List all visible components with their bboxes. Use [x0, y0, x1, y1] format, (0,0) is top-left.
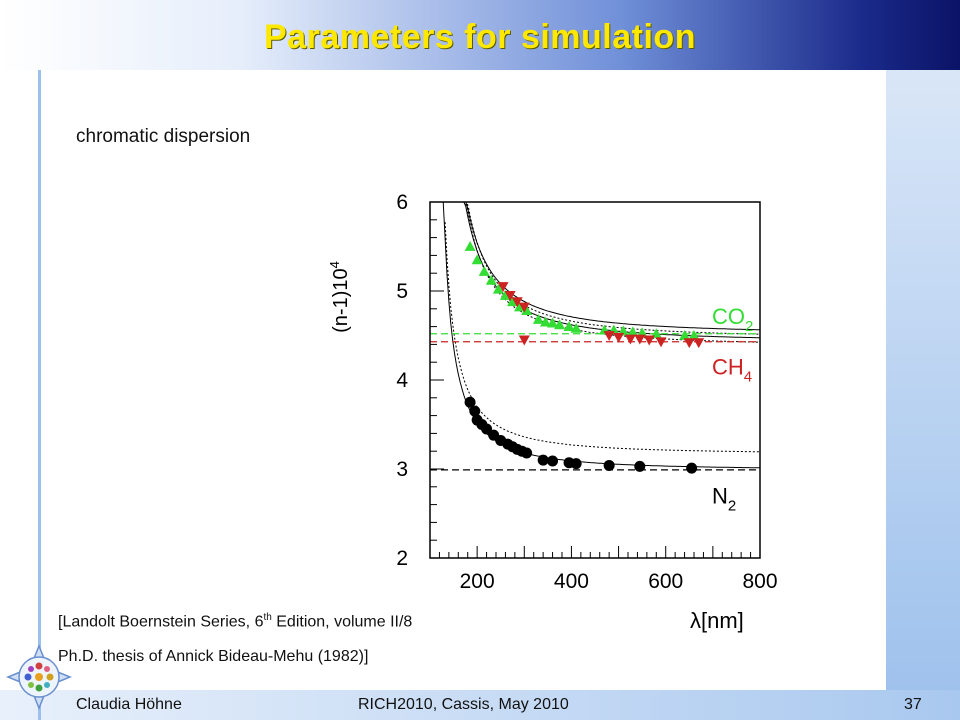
- series-label-sub: 2: [728, 498, 736, 515]
- point-co2: [570, 322, 582, 333]
- footer-event: RICH2010, Cassis, May 2010: [358, 696, 569, 713]
- y-tick-label: 6: [396, 191, 408, 214]
- point-n2: [547, 455, 559, 467]
- point-co2: [547, 317, 559, 328]
- point-co2: [554, 319, 566, 330]
- footer-bar: [0, 690, 960, 720]
- series-label-main: N: [712, 484, 728, 509]
- y-tick-label: 4: [396, 369, 408, 392]
- x-axis-label: λ[nm]: [690, 608, 744, 633]
- series-label-main: CO: [712, 304, 745, 329]
- point-co2: [688, 330, 700, 340]
- point-n2: [469, 405, 481, 417]
- reference-line-2: Ph.D. thesis of Annick Bideau-Mehu (1982…: [58, 648, 369, 665]
- fit-curve-ch4-alt: [463, 201, 760, 343]
- point-co2: [679, 330, 691, 340]
- slide-subtitle: chromatic dispersion: [76, 126, 251, 147]
- fit-curve-n2-alt: [444, 222, 760, 453]
- point-ch4: [518, 302, 530, 313]
- point-ch4: [624, 334, 636, 345]
- point-co2: [492, 283, 504, 294]
- reference-line-1-sup: th: [263, 612, 272, 623]
- plot-frame: [429, 201, 761, 559]
- x-tick-label: 600: [648, 570, 683, 593]
- data-points: [464, 241, 705, 474]
- point-n2: [634, 460, 646, 472]
- point-co2: [471, 254, 483, 265]
- point-ch4: [683, 338, 695, 349]
- x-tick-label: 200: [460, 570, 495, 593]
- axis-ticks: [429, 201, 761, 559]
- point-ch4: [603, 331, 615, 341]
- page-number: 37: [904, 696, 922, 713]
- asymptote-lines: [430, 333, 760, 471]
- y-axis-label-sup: 4: [327, 261, 342, 268]
- series-label-co2: CO2: [712, 304, 753, 335]
- point-n2: [570, 458, 582, 470]
- y-tick-label: 5: [396, 280, 408, 303]
- point-ch4: [511, 297, 523, 308]
- point-ch4: [497, 282, 509, 293]
- point-n2: [537, 454, 549, 466]
- series-label-ch4: CH4: [712, 355, 752, 386]
- x-tick-label: 800: [742, 570, 777, 593]
- point-n2: [603, 459, 615, 471]
- point-co2: [478, 265, 490, 276]
- y-tick-label: 2: [396, 547, 408, 570]
- slide-title: Parameters for simulation: [264, 18, 696, 56]
- x-tick-label: 400: [554, 570, 589, 593]
- tick-labels: 200 400 600 800 2 3 4 5 6: [396, 191, 777, 593]
- point-n2: [521, 447, 533, 459]
- point-ch4: [655, 337, 667, 348]
- point-ch4: [518, 335, 530, 346]
- point-co2: [563, 321, 575, 331]
- point-co2: [627, 326, 639, 337]
- point-co2: [464, 241, 476, 251]
- series-label-sub: 4: [744, 369, 752, 386]
- point-co2: [532, 313, 544, 324]
- point-n2: [464, 396, 476, 408]
- right-gradient-panel: [886, 70, 960, 720]
- point-ch4: [613, 332, 625, 343]
- point-co2: [540, 316, 551, 327]
- series-label-n2: N2: [712, 484, 736, 515]
- point-co2: [521, 305, 533, 315]
- reference-line-1: [Landolt Boernstein Series, 6th Edition,…: [58, 612, 412, 631]
- y-axis-label-main: (n-1)10: [330, 268, 352, 332]
- point-n2: [481, 423, 493, 435]
- reference-line-1-prefix: [Landolt Boernstein Series, 6: [58, 613, 264, 631]
- series-label-main: CH: [712, 355, 744, 380]
- y-axis-label: (n-1)104: [327, 261, 352, 333]
- point-co2: [485, 274, 497, 285]
- point-ch4: [643, 335, 655, 346]
- left-divider: [38, 70, 41, 720]
- point-ch4: [504, 291, 516, 301]
- point-n2: [686, 462, 698, 474]
- point-ch4: [634, 334, 646, 345]
- footer-author: Claudia Höhne: [76, 696, 182, 713]
- y-tick-label: 3: [396, 458, 408, 481]
- point-ch4: [693, 338, 705, 349]
- title-bar: [0, 0, 960, 70]
- rich-detector-logo-icon: [6, 644, 72, 710]
- series-label-sub: 2: [745, 318, 753, 335]
- reference-line-1-suffix: Edition, volume II/8: [271, 613, 413, 631]
